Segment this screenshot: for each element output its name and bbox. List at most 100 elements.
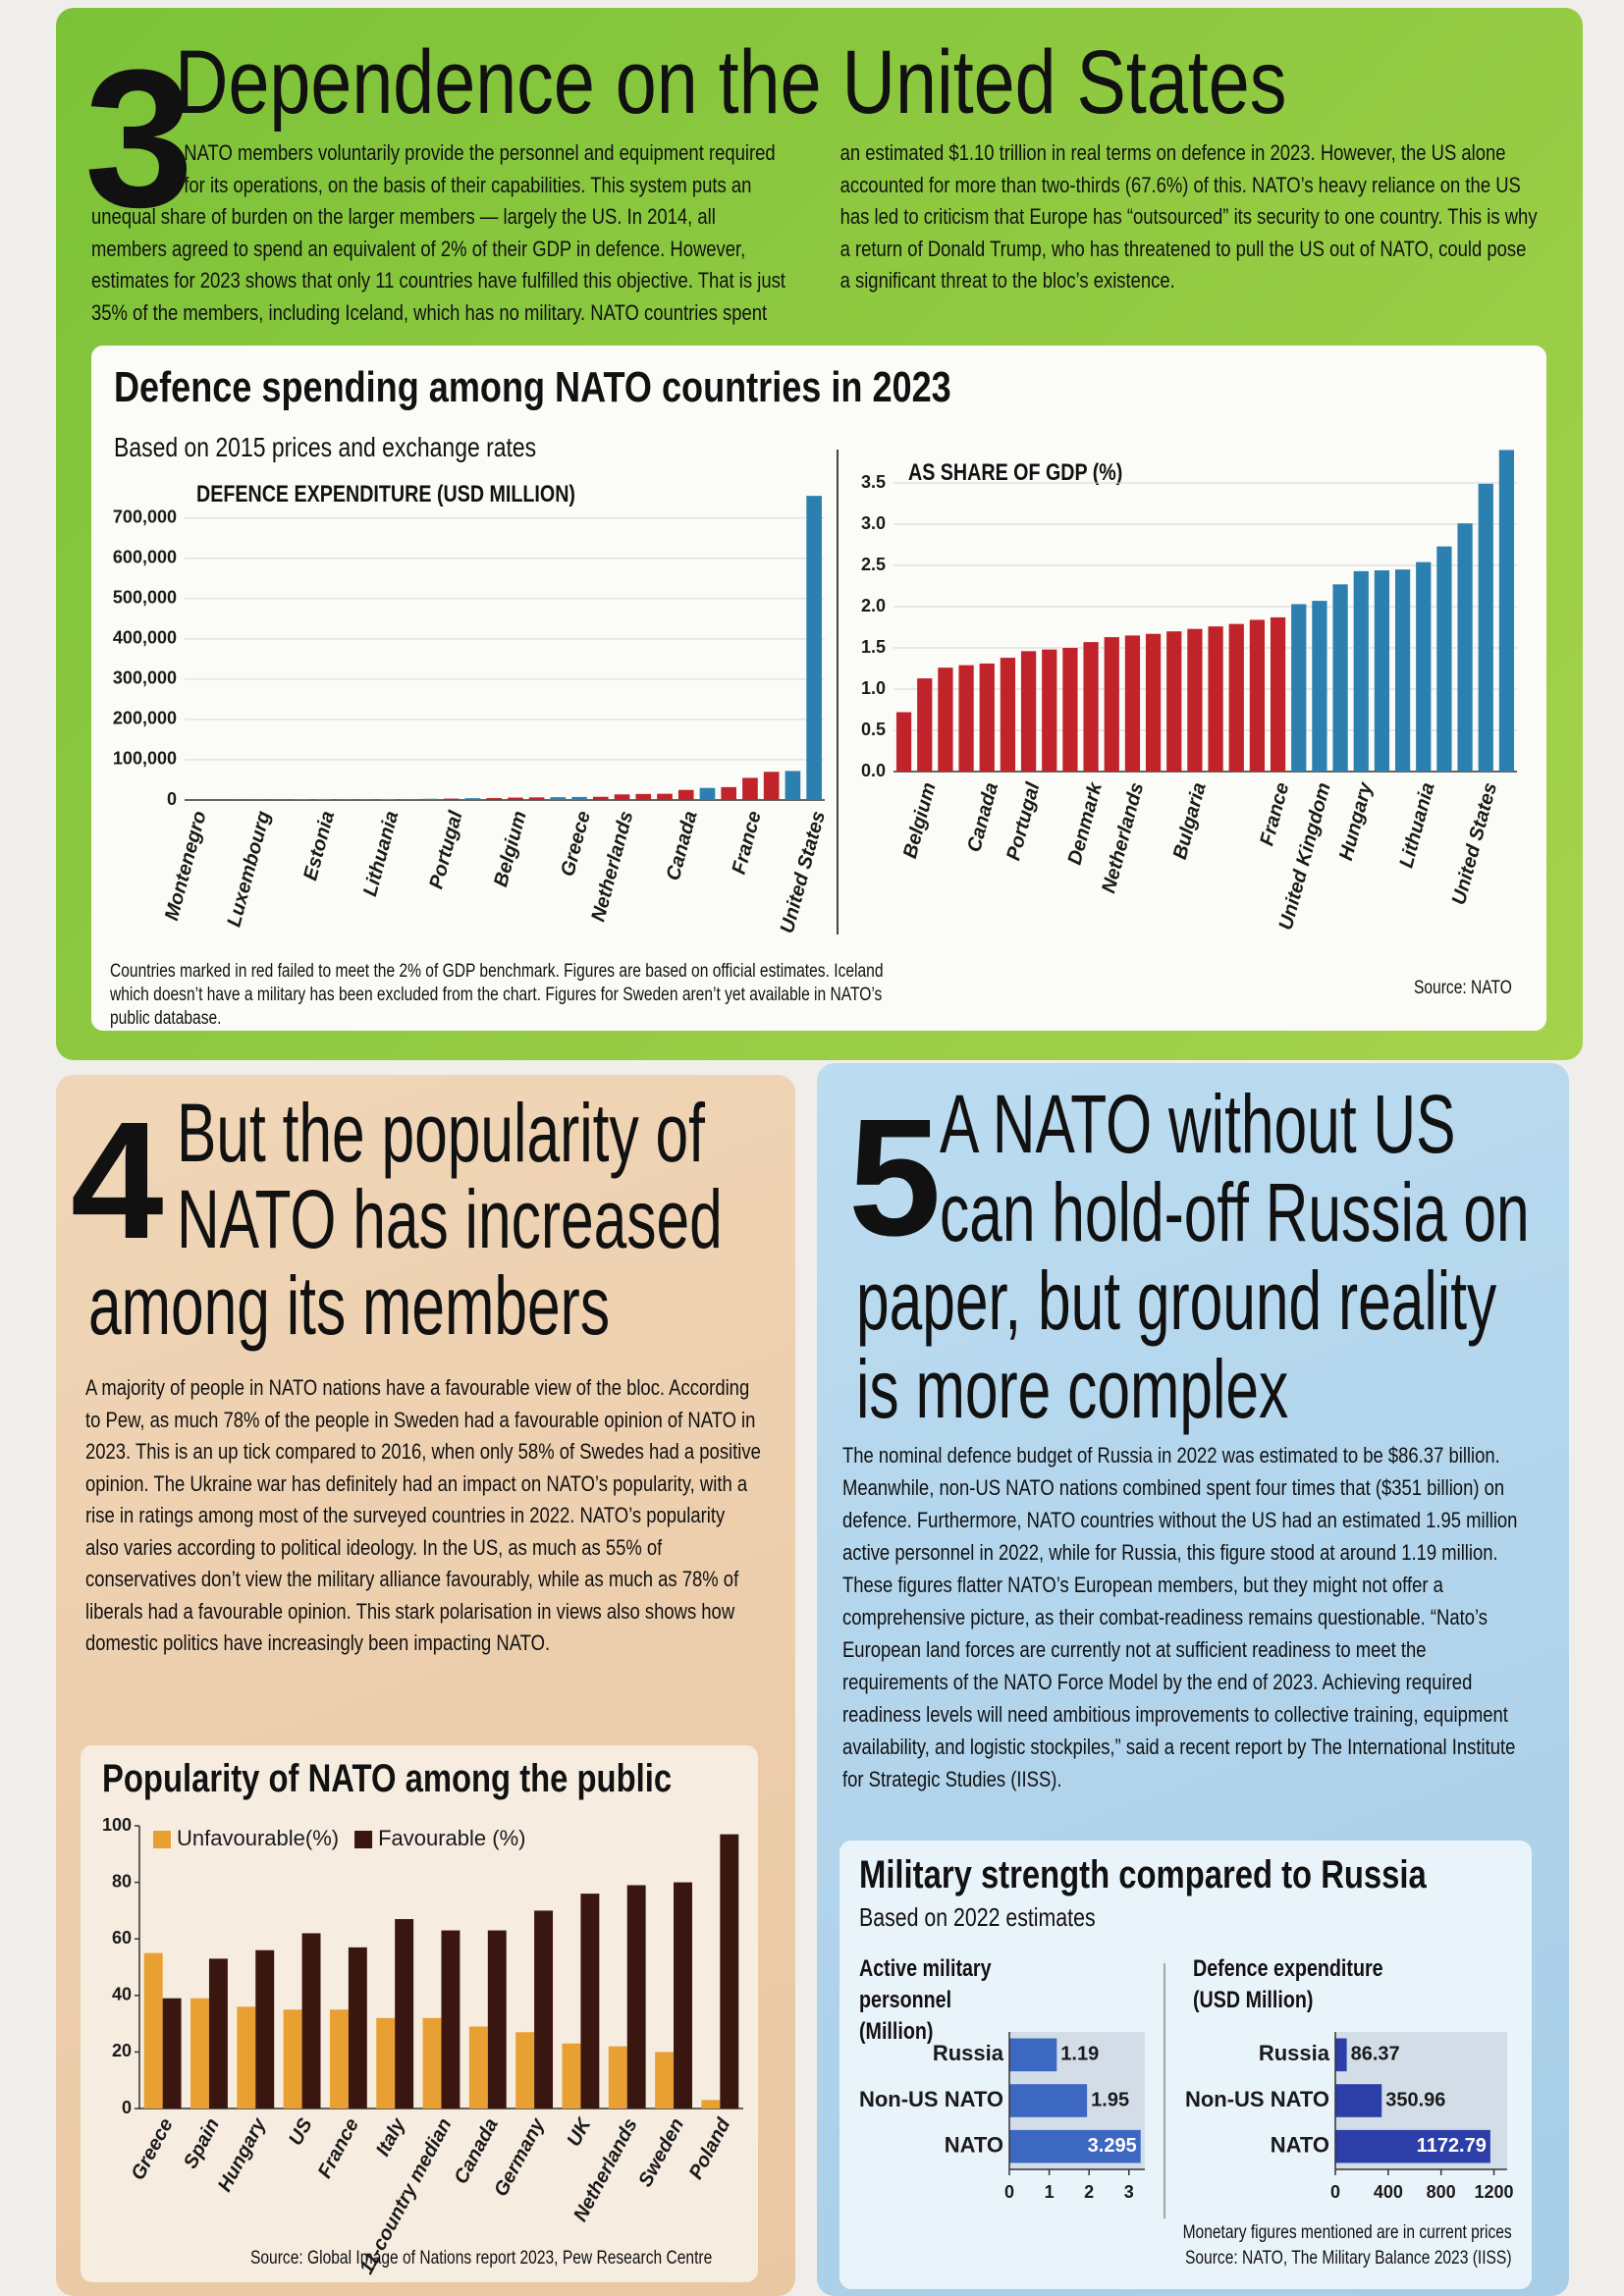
bar [1335,2038,1347,2072]
bar [1062,648,1078,772]
bar [1166,631,1182,772]
bar [1436,546,1452,772]
bar [443,798,460,800]
bar [592,796,609,800]
legend-swatch [153,1831,171,1848]
x-tick-label: Luxembourg [223,809,275,930]
box-title: Military strength compared to Russia [859,1853,1427,1896]
divider [1164,1963,1165,2218]
box-title: Defence spending among NATO countries in… [114,363,951,411]
bar [1145,633,1162,772]
section-title: But the popularity of NATO has increased… [88,1087,723,1352]
bar [237,2006,256,2109]
footnote: Countries marked in red failed to meet t… [110,961,884,1029]
bar [1009,2084,1088,2117]
section-number: 4 [71,1088,164,1274]
bar [1374,570,1390,772]
bar [720,1834,739,2109]
x-tick-label: Hungary [1335,779,1377,863]
category-label: NATO [1271,2132,1329,2157]
x-tick-label: Canada [451,2114,503,2187]
bar [674,1882,692,2109]
legend-label: Unfavourable(%) [177,1826,339,1850]
y-tick-label: 1.0 [861,678,886,698]
x-tick-label: Lithuania [359,809,403,899]
x-tick-label: 400 [1374,2182,1403,2202]
bar [1208,626,1223,772]
bar [677,789,694,800]
category-label: Non-US NATO [859,2087,1003,2111]
bar [486,798,502,800]
bar [626,1885,646,2109]
bar [1124,635,1141,772]
chart-label: DEFENCE EXPENDITURE (USD MILLION) [196,481,575,507]
chart-label: Active military personnel (Million) [859,1955,992,2045]
bar [608,2046,627,2109]
bar [422,2017,442,2109]
bar [1009,2129,1141,2163]
y-tick-label: 1.5 [861,637,886,657]
section-title-wrap: But the popularity of NATO has increased… [88,1090,779,1349]
x-tick-label: Estonia [299,809,339,882]
bar [162,1998,182,2109]
y-tick-label: 100 [102,1815,132,1835]
bar [1394,569,1411,772]
bar [701,2100,721,2109]
legend-label: Favourable (%) [378,1826,525,1850]
section-body: NATO members voluntarily provide the per… [91,140,1538,325]
y-tick-label: 2.5 [861,555,886,574]
x-tick-label: UK [564,2113,597,2150]
box-subtitle: Based on 2015 prices and exchange rates [114,432,537,462]
bar [1000,658,1016,772]
chart-label: AS SHARE OF GDP (%) [908,459,1123,486]
x-tick-label: Portugal [425,809,466,891]
x-tick-label: Poland [685,2114,735,2183]
bar [301,1933,321,2109]
category-label: Non-US NATO [1185,2087,1329,2111]
bar [468,2026,488,2109]
x-tick-label: Canada [963,780,1002,854]
x-tick-label: US [285,2114,317,2149]
bar [190,1998,209,2109]
bar [1478,483,1493,772]
y-tick-label: 400,000 [113,628,177,648]
bar [1187,628,1203,772]
y-tick-label: 0 [122,2098,132,2117]
bar [401,799,417,800]
section-body: A majority of people in NATO nations hav… [85,1375,761,1655]
y-tick-label: 80 [112,1871,132,1891]
bar [1083,642,1099,772]
x-tick-label: Montenegro [161,809,211,923]
bar [635,793,652,800]
bar [422,798,438,800]
bar [655,2052,675,2109]
bar [1270,616,1286,772]
value-label: 1.19 [1060,2044,1099,2065]
x-tick-label: Greece [557,809,595,879]
value-label: 86.37 [1351,2044,1400,2065]
x-tick-label: Bulgaria [1169,780,1211,862]
section-body: The nominal defence budget of Russia in … [842,1443,1518,1791]
value-label: 350.96 [1385,2089,1445,2110]
x-tick-label: France [1256,780,1293,848]
bar [785,771,801,800]
bar [979,663,995,772]
x-tick-label: 11-country median [355,2114,456,2277]
bar [938,667,953,772]
x-tick-label: Greece [127,2114,177,2183]
bar [376,2017,396,2109]
bar [464,798,481,800]
bar [1335,2084,1382,2117]
section-body-wrap: NATO members voluntarily provide the per… [91,137,1541,348]
bar [487,1930,507,2109]
category-label: Russia [933,2041,1004,2065]
note: Monetary figures mentioned are in curren… [1182,2222,1512,2243]
bar [329,2009,349,2109]
bar [508,797,523,800]
x-tick-label: Belgium [490,809,531,889]
section-number: 3 [84,29,194,248]
bar [580,1894,600,2109]
bar [614,794,630,800]
